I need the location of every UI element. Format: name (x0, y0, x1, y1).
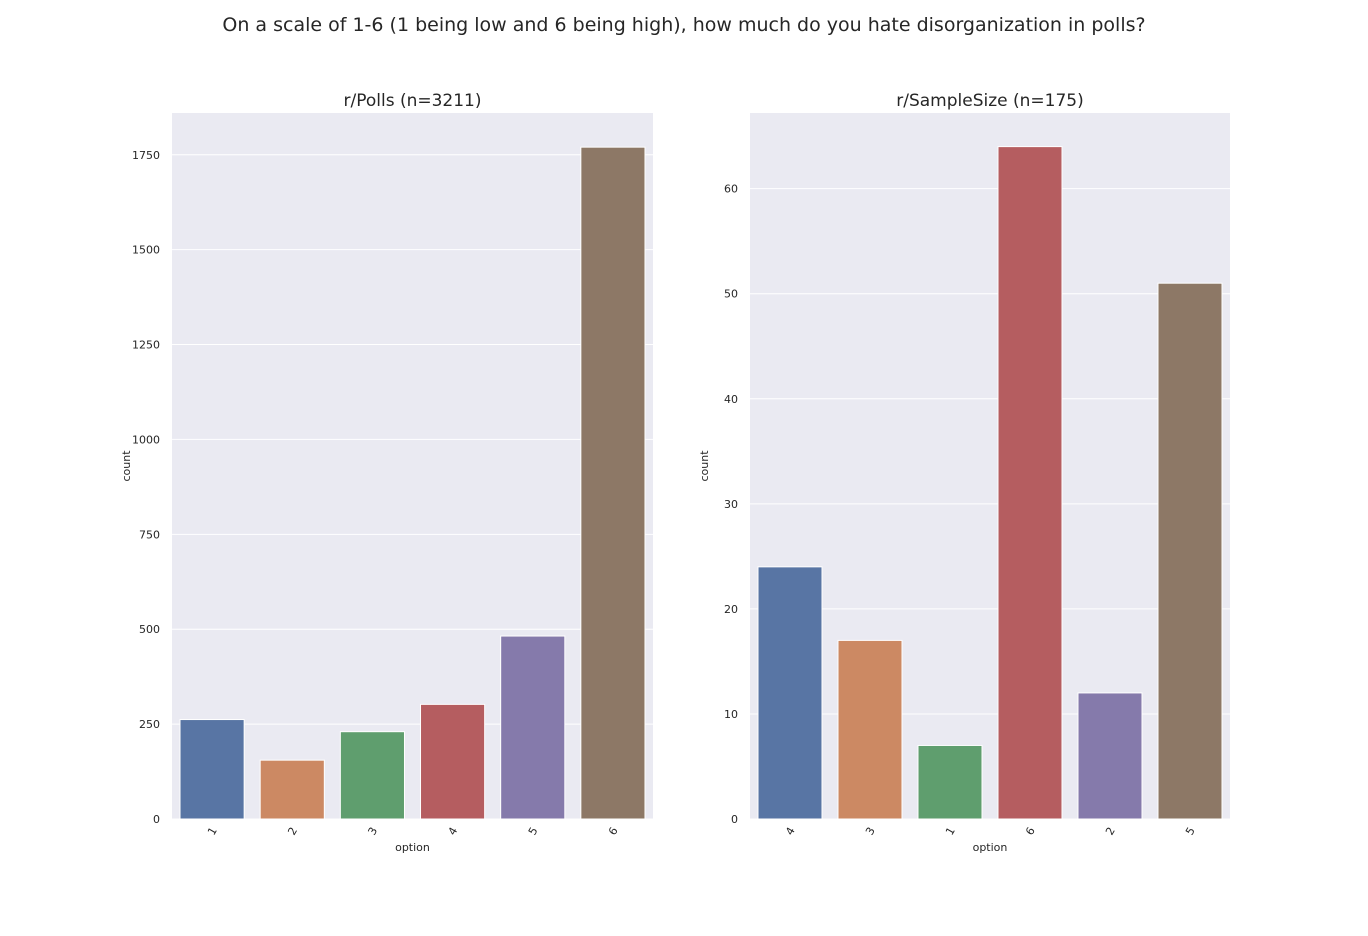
chart1-y-tick-label: 750 (139, 528, 160, 541)
chart2-bar (997, 146, 1063, 820)
chart2-bar (757, 566, 823, 820)
chart2-x-tick-label: 2 (1103, 825, 1118, 838)
chart2-y-tick-label: 40 (724, 393, 738, 406)
chart1-bar (339, 731, 405, 820)
chart1-y-tick-label: 500 (139, 623, 160, 636)
chart2-bar (1157, 282, 1223, 820)
chart2-y-tick-label: 0 (731, 813, 738, 826)
chart1-y-tick-label: 250 (139, 718, 160, 731)
chart1-y-tick-label: 0 (153, 813, 160, 826)
chart2-y-tick-label: 60 (724, 183, 738, 196)
chart1-y-tick-label: 1000 (132, 433, 160, 446)
chart1-bar (179, 719, 245, 820)
chart1-x-tick-label: 3 (365, 825, 380, 838)
chart1-title: r/Polls (n=3211) (343, 91, 481, 111)
chart1-bar (500, 635, 566, 820)
chart2-x-tick-label: 6 (1023, 825, 1038, 838)
chart1-y-tick-label: 1500 (132, 244, 160, 257)
chart2-y-tick-label: 20 (724, 603, 738, 616)
figure-title: On a scale of 1-6 (1 being low and 6 bei… (222, 14, 1146, 36)
chart2-bar (917, 744, 983, 820)
chart2-x-tick-label: 5 (1183, 825, 1198, 838)
chart1-x-tick-label: 4 (446, 825, 461, 838)
chart1-x-tick-label: 2 (285, 825, 300, 838)
chart2-y-tick-label: 50 (724, 288, 738, 301)
chart2-y-tick-label: 10 (724, 708, 738, 721)
chart2-x-tick-label: 4 (783, 825, 798, 838)
chart2-title: r/SampleSize (n=175) (896, 91, 1084, 111)
chart1-y-tick-label: 1250 (132, 339, 160, 352)
chart1-bar (259, 759, 325, 820)
chart1-y-axis-label: count (120, 450, 133, 482)
chart1-plot-area (172, 113, 653, 819)
chart2-y-tick-label: 30 (724, 498, 738, 511)
chart1-x-axis-label: option (395, 841, 430, 854)
chart1-x-tick-label: 6 (606, 825, 621, 838)
chart1-bar (420, 703, 486, 820)
chart2-x-tick-label: 3 (863, 825, 878, 838)
chart1-x-tick-label: 1 (205, 825, 220, 838)
chart1-y-tick-label: 1750 (132, 149, 160, 162)
chart2-x-axis-label: option (973, 841, 1008, 854)
chart2-x-tick-label: 1 (943, 825, 958, 838)
chart1-bar (580, 146, 646, 820)
chart2-plot-area (750, 113, 1230, 819)
chart2-bar (837, 639, 903, 820)
chart2-bar (1077, 692, 1143, 820)
chart1-x-tick-label: 5 (526, 825, 541, 838)
chart2-y-axis-label: count (698, 450, 711, 482)
